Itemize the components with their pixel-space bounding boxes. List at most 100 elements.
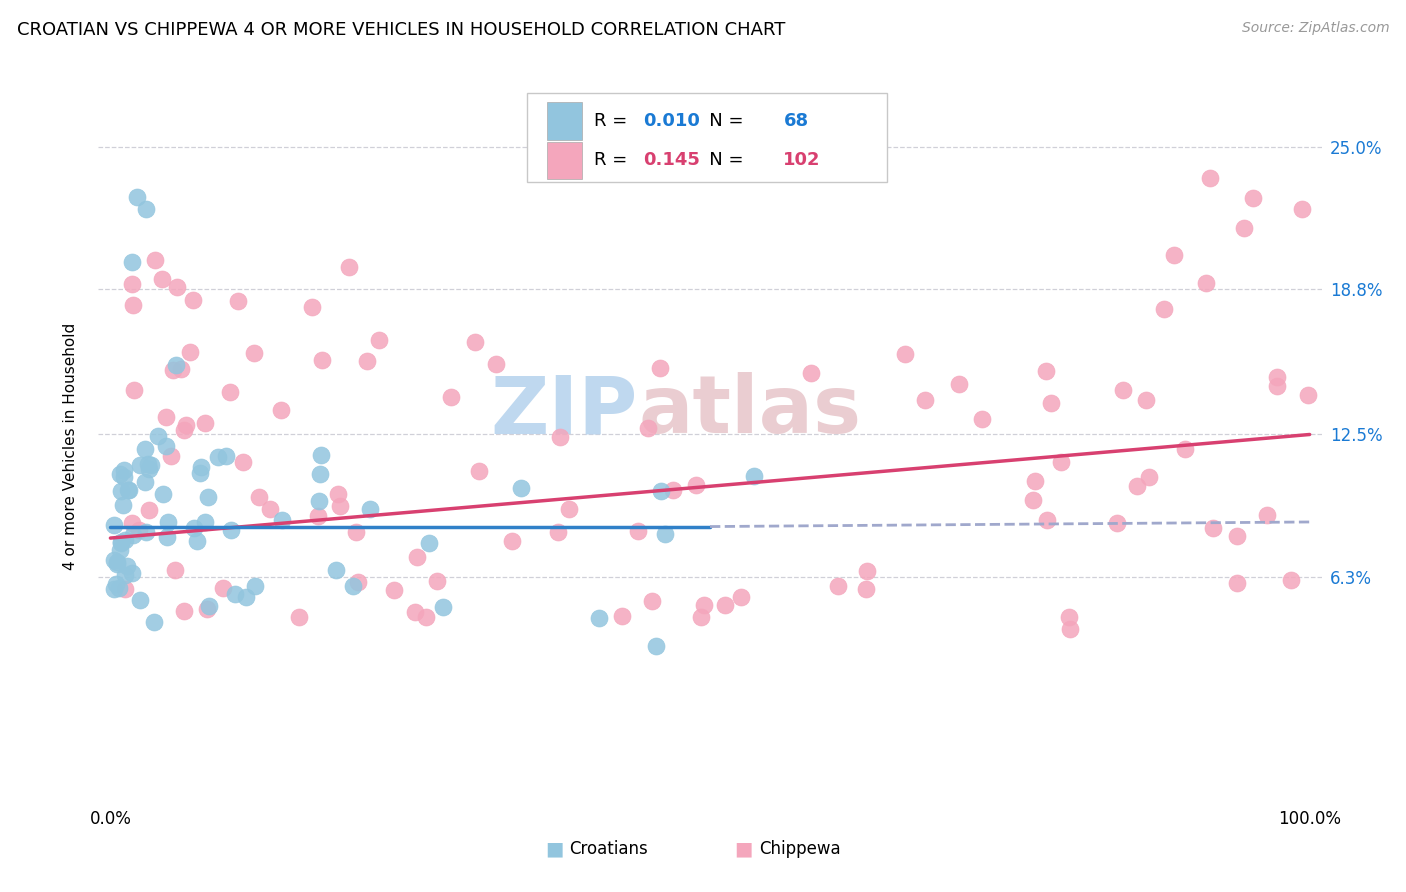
Point	[232, 455, 254, 469]
Text: atlas: atlas	[638, 373, 862, 450]
Point	[181, 293, 204, 308]
Point	[170, 362, 193, 376]
Point	[270, 402, 292, 417]
Text: R =: R =	[593, 112, 633, 130]
Point	[179, 345, 201, 359]
Point	[309, 467, 332, 481]
Point	[103, 552, 125, 566]
Point	[827, 579, 849, 593]
Point	[136, 458, 159, 472]
Point	[103, 582, 125, 596]
Point	[128, 523, 150, 537]
Point	[307, 508, 329, 523]
Bar	[547, 103, 582, 139]
Point	[1296, 388, 1319, 402]
Text: ■: ■	[734, 839, 752, 859]
Text: ■: ■	[546, 839, 564, 859]
Point	[166, 280, 188, 294]
Point	[1163, 248, 1185, 262]
Point	[1174, 442, 1197, 457]
Point	[243, 579, 266, 593]
Point	[198, 599, 221, 613]
Point	[464, 335, 486, 350]
Point	[1022, 493, 1045, 508]
Point	[309, 449, 332, 463]
Point	[121, 566, 143, 580]
Point	[610, 608, 633, 623]
Y-axis label: 4 or more Vehicles in Household: 4 or more Vehicles in Household	[63, 322, 77, 570]
Point	[194, 515, 217, 529]
Point	[114, 582, 136, 596]
Point	[135, 202, 157, 216]
Point	[114, 533, 136, 547]
Point	[108, 467, 131, 481]
Text: 68: 68	[783, 112, 808, 130]
Point	[637, 421, 659, 435]
Point	[1035, 364, 1057, 378]
Point	[359, 502, 381, 516]
Point	[1226, 528, 1249, 542]
Point	[368, 334, 391, 348]
Point	[121, 298, 143, 312]
Point	[152, 486, 174, 500]
Point	[112, 462, 135, 476]
Point	[163, 563, 186, 577]
Point	[382, 582, 405, 597]
Point	[337, 260, 360, 275]
Point	[134, 442, 156, 456]
Point	[342, 579, 364, 593]
Point	[271, 513, 294, 527]
Point	[1279, 573, 1302, 587]
Point	[1057, 610, 1080, 624]
Point	[117, 483, 139, 497]
Point	[404, 605, 426, 619]
Point	[662, 483, 685, 497]
Point	[627, 524, 650, 539]
Point	[325, 563, 347, 577]
Text: Chippewa: Chippewa	[759, 840, 841, 858]
Point	[645, 639, 668, 653]
Point	[1049, 455, 1071, 469]
Point	[1265, 369, 1288, 384]
Text: Croatians: Croatians	[569, 840, 648, 858]
Point	[800, 366, 823, 380]
Point	[105, 555, 128, 569]
Point	[134, 475, 156, 489]
Point	[226, 293, 249, 308]
Point	[235, 590, 257, 604]
Point	[122, 383, 145, 397]
Point	[155, 410, 177, 425]
Point	[685, 478, 707, 492]
Point	[129, 592, 152, 607]
Point	[162, 362, 184, 376]
Point	[439, 390, 461, 404]
Point	[855, 582, 877, 596]
Point	[1040, 396, 1063, 410]
Text: N =: N =	[692, 152, 749, 169]
Text: Source: ZipAtlas.com: Source: ZipAtlas.com	[1241, 21, 1389, 36]
Point	[174, 417, 197, 432]
Point	[467, 465, 489, 479]
Point	[510, 481, 533, 495]
Point	[588, 611, 610, 625]
Point	[110, 536, 132, 550]
Bar	[547, 142, 582, 179]
Point	[186, 534, 208, 549]
Point	[197, 490, 219, 504]
Point	[156, 515, 179, 529]
Point	[219, 523, 242, 537]
Point	[1291, 202, 1313, 216]
Point	[121, 516, 143, 530]
Point	[148, 428, 170, 442]
Point	[114, 567, 136, 582]
Point	[1233, 220, 1256, 235]
Point	[648, 361, 671, 376]
Point	[1126, 479, 1149, 493]
Point	[155, 439, 177, 453]
Point	[418, 536, 440, 550]
Point	[143, 615, 166, 629]
Point	[346, 575, 368, 590]
Point	[311, 353, 333, 368]
Point	[138, 462, 160, 476]
Text: 0.010: 0.010	[643, 112, 700, 130]
